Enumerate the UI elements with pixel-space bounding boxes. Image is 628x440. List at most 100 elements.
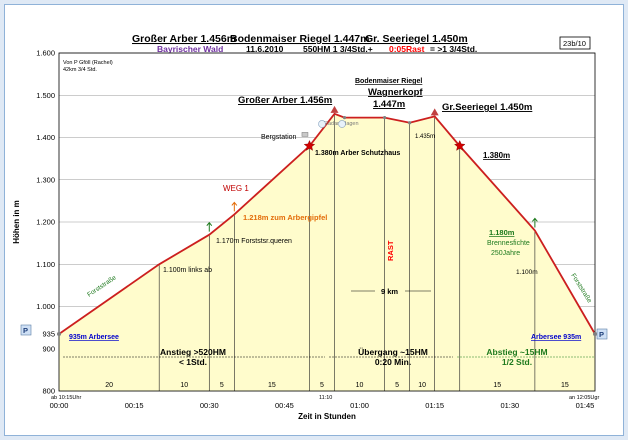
segment-duration-label: 15 <box>493 382 501 389</box>
forststr-queren-label: 1.170m Forststsr.queren <box>216 238 292 245</box>
bergstation-label: Bergstation <box>261 134 297 141</box>
y-tick-label: 935 <box>42 329 55 338</box>
source-note-2: 42km 3/4 Std. <box>63 67 97 73</box>
chart-title-part-2: Bodenmaiser Riegel 1.447m <box>230 33 369 45</box>
arber-peak-label: Großer Arber 1.456m <box>238 95 332 106</box>
brennesel-line-2: Brennesfichte <box>487 240 530 247</box>
y-tick-label: 1.600 <box>36 49 55 58</box>
rast-label: RAST <box>386 240 395 261</box>
bodenmaiser-line-1: Bodenmaiser Riegel <box>355 78 422 85</box>
subtitle-rest: 0:05Rast <box>389 44 425 54</box>
y-tick-label: 1.300 <box>36 175 55 184</box>
x-axis-label: Zeit in Stunden <box>298 412 356 421</box>
x-tick-label: 00:45 <box>275 401 294 410</box>
source-note-1: Von P Gföll (Rachel) <box>63 60 113 66</box>
links-ab-label: 1.100m links ab <box>163 267 212 274</box>
parking-right-label: P <box>599 330 604 339</box>
radar-dome-icon <box>318 120 326 128</box>
y-tick-label: 1.400 <box>36 133 55 142</box>
m1100-label: 1.100m <box>516 269 538 276</box>
segment-duration-label: 15 <box>268 382 276 389</box>
seeriegel-peak-label: Gr.Seeriegel 1.450m <box>442 102 532 113</box>
time-start-label: ab 10:15Uhr <box>51 395 81 401</box>
axis-ticks: 800 900 935 1.000 1.100 1.200 1.300 1.400 1.500 1… <box>36 49 594 411</box>
x-tick-label: 01:15 <box>425 401 444 410</box>
time-end-label: an 12:05Ugr <box>569 395 599 401</box>
phase-uebergang-line-1: Übergang ~15HM <box>358 347 428 357</box>
segment-duration-label: 20 <box>105 382 113 389</box>
badge-label: 23b/10 <box>563 39 586 48</box>
phase-uebergang-line-2: 0:20 Min. <box>375 357 411 367</box>
phase-abstieg-line-1: Abstieg ~15HM <box>486 347 547 357</box>
weg-label: WEG 1 <box>223 184 249 193</box>
parking-left-label: P <box>23 326 28 335</box>
x-tick-label: 00:15 <box>125 401 144 410</box>
marker-layer <box>57 105 597 336</box>
phase-abstieg-line-2: 1/2 Std. <box>502 357 532 367</box>
subtitle-region: Bayrischer Wald <box>157 44 223 54</box>
y-axis-label: Höhen in m <box>12 200 21 244</box>
seeriegel-hut-star-icon <box>454 139 466 151</box>
brennesfichte-arrow-icon <box>532 217 538 228</box>
schutzhaus-label: 1.380m Arber Schutzhaus <box>315 150 400 157</box>
y-tick-label: 1.200 <box>36 218 55 227</box>
brennesel-line-3: 250Jahre <box>491 250 520 257</box>
x-tick-label: 01:30 <box>500 401 519 410</box>
bodenmaiser-line-2: Wagnerkopf <box>368 87 423 98</box>
parking-left-badge <box>20 324 32 336</box>
radar-dome-icon <box>338 120 346 128</box>
parking-right-badge <box>596 328 608 340</box>
badge-box <box>559 36 591 50</box>
brennesel-line-1: 1.180m <box>489 228 515 237</box>
waypoint-dot-icon <box>383 116 387 120</box>
segment-duration-label: 10 <box>180 382 188 389</box>
x-tick-label: 01:00 <box>350 401 369 410</box>
y-tick-label: 1.100 <box>36 260 55 269</box>
waypoint-dot-icon <box>342 116 347 120</box>
arbersee-left-label: 935m Arbersee <box>69 334 119 341</box>
arbersee-right-label: Arbersee 935m <box>531 334 581 341</box>
x-tick-label: 00:30 <box>200 401 219 410</box>
y-tick-label: 1.000 <box>36 302 55 311</box>
segment-duration-label: 10 <box>418 382 426 389</box>
forststrasse-crossing-arrow-icon <box>206 221 213 232</box>
x-tick-label: 01:45 <box>576 401 595 410</box>
chart-frame: Großer Arber 1.456m Bodenmaiser Riegel 1… <box>4 4 624 436</box>
arbergipfel-label: 1.218m zum Arbergipfel <box>243 213 327 222</box>
m1435-label: 1.435m <box>415 134 435 140</box>
phase-anstieg-line-1: Anstieg >520HM <box>160 347 226 357</box>
elevation-chart: Großer Arber 1.456m Bodenmaiser Riegel 1… <box>12 33 608 421</box>
waypoint-dot-icon <box>408 121 412 125</box>
seeriegel-summit-marker-icon <box>430 108 439 116</box>
bergstation-icon <box>301 132 309 137</box>
arber-summit-marker-icon <box>330 105 339 113</box>
start-point-icon <box>57 331 61 336</box>
y-tick-label: 1.500 <box>36 91 55 100</box>
segment-duration-label: 5 <box>320 382 324 389</box>
arbergipfel-arrow-icon <box>231 201 238 212</box>
segment-duration-label: 5 <box>220 382 224 389</box>
subtitle-total: = >1 3/4Std. <box>430 44 477 54</box>
x-tick-label: 00:00 <box>50 401 69 410</box>
subtitle-stats: 550HM 1 3/4Std.+ <box>303 44 373 54</box>
segment-labels: 20 10 5 15 5 10 5 10 15 15 <box>105 382 569 389</box>
time-mid-label: 11:10 <box>319 395 332 401</box>
elevation-area-fill <box>59 113 595 392</box>
km-label: 9 km <box>381 287 398 296</box>
chart-title-part-1: Großer Arber 1.456m <box>132 33 236 45</box>
m1380-label: 1.380m <box>483 151 510 160</box>
subtitle-date: 11.6.2010 <box>246 44 284 54</box>
forststrasse-left-label: Forststraße <box>86 274 118 299</box>
bodenmaiser-line-3: 1.447m <box>373 99 405 110</box>
schutzhaus-star-icon <box>303 139 316 151</box>
segment-duration-label: 5 <box>395 382 399 389</box>
end-point-icon <box>593 331 597 336</box>
phase-anstieg-line-2: < 1Std. <box>179 357 207 367</box>
vline-layer <box>158 113 536 391</box>
y-tick-label: 800 <box>42 387 55 396</box>
chart-title-part-3: Gr. Seeriegel 1.450m <box>365 33 468 45</box>
segment-duration-label: 15 <box>561 382 569 389</box>
y-tick-label: 900 <box>42 344 55 353</box>
segment-duration-label: 10 <box>356 382 364 389</box>
plot-area-border <box>58 52 596 392</box>
